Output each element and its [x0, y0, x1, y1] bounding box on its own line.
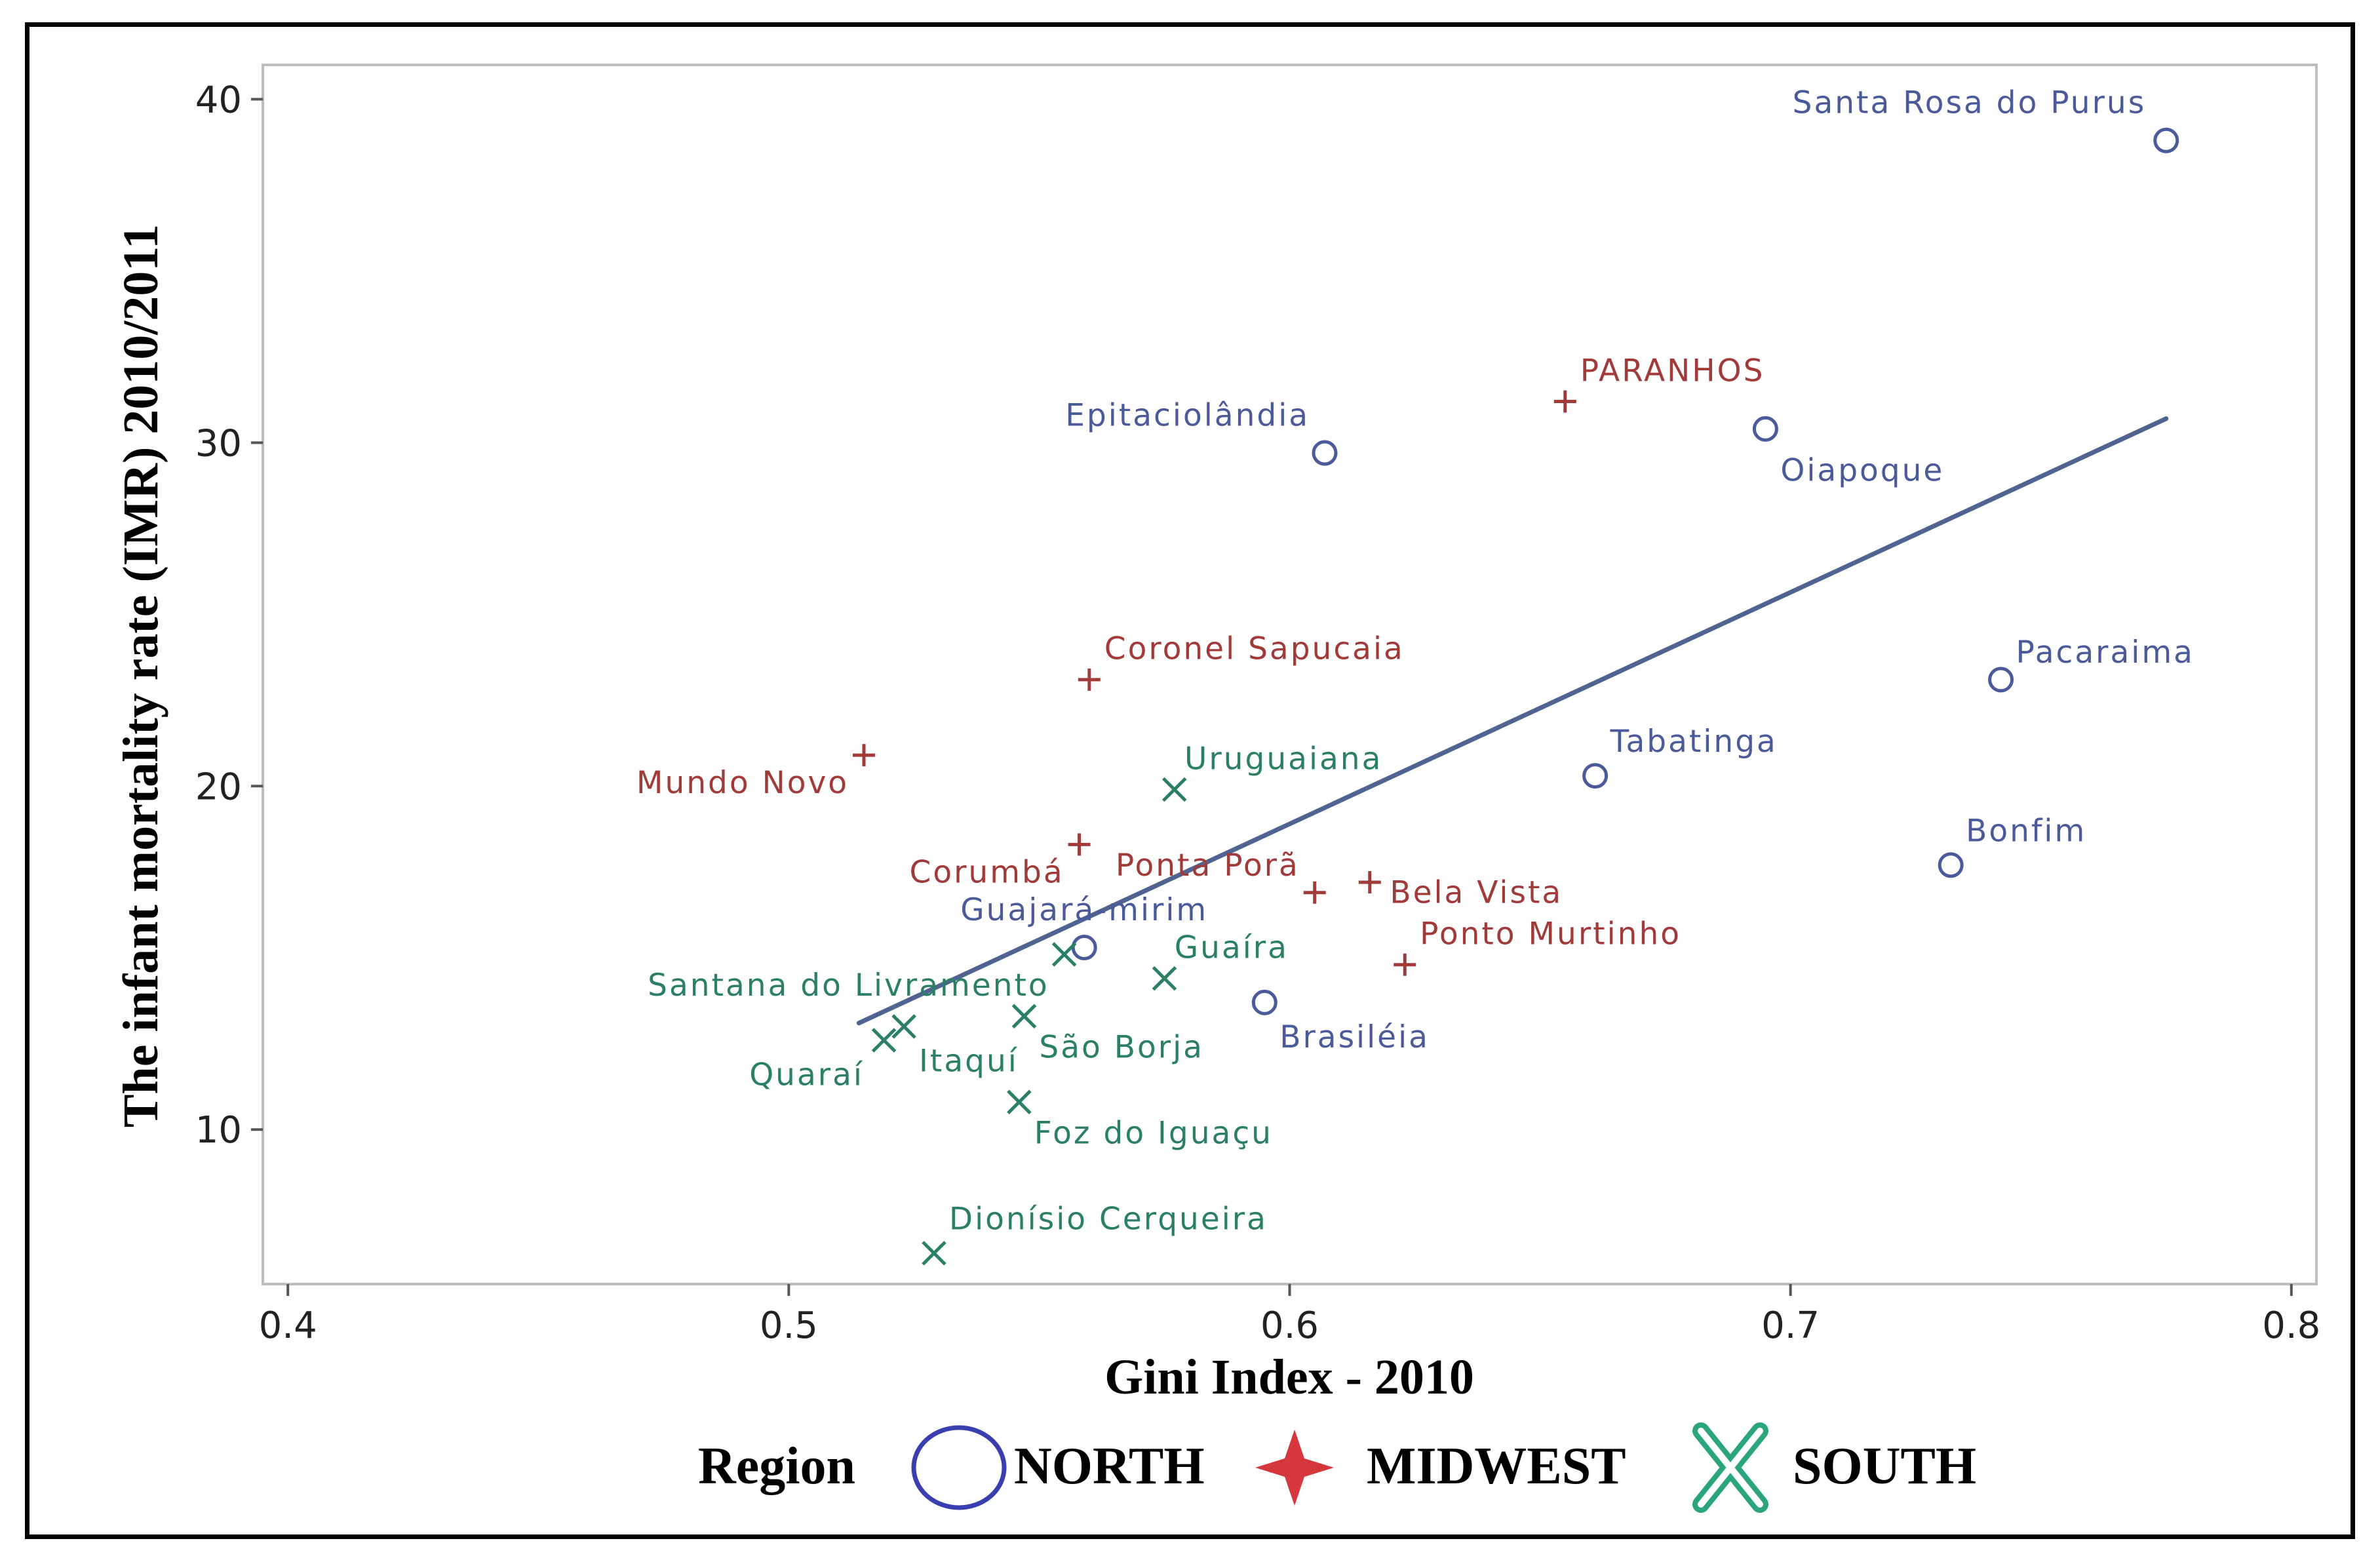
label-brasileia: Brasiléia	[1279, 1019, 1430, 1055]
point-tabatinga	[1582, 763, 1609, 789]
plot-area	[262, 64, 2318, 1285]
point-dionisio-cerqueira	[922, 1241, 946, 1266]
legend-title: Region	[698, 1437, 855, 1495]
point-guaira	[1152, 966, 1177, 991]
point-uruguaiana	[1161, 777, 1187, 802]
point-epitaciolandia	[1312, 440, 1338, 466]
label-santana-do-livramento: Santana do Livramento	[648, 967, 1049, 1004]
point-pacaraima	[1988, 667, 2014, 693]
x-axis-title: Gini Index - 2010	[1104, 1350, 1474, 1405]
x-tick-label: 0.5	[760, 1304, 818, 1347]
point-paranhos	[1553, 390, 1576, 413]
label-ponta-pora: Ponta Porã	[1116, 848, 1300, 884]
x-tick-label: 0.4	[259, 1304, 317, 1347]
y-axis-title: The infant mortality rate (IMR) 2010/201…	[113, 224, 168, 1127]
label-oiapoque: Oiapoque	[1780, 452, 1944, 488]
label-uruguaiana: Uruguaiana	[1184, 741, 1382, 777]
y-tick-label: 20	[195, 766, 242, 808]
x-tick-label: 0.6	[1260, 1304, 1319, 1347]
label-itaqui: Itaquí	[919, 1043, 1019, 1079]
label-pacaraima: Pacaraima	[2016, 635, 2195, 671]
label-corumba: Corumbá	[910, 854, 1064, 890]
legend-star-icon	[1255, 1430, 1334, 1506]
figure-frame: 0.4 0.5 0.6 0.7 0.8 10 20 30 40 Santa Rosa do Pu…	[25, 22, 2355, 1539]
label-mundo-novo: Mundo Novo	[636, 765, 849, 801]
label-santa-rosa-do-purus: Santa Rosa do Purus	[1793, 85, 2147, 121]
label-foz-do-iguacu: Foz do Iguaçu	[1034, 1115, 1273, 1151]
y-tick-label: 30	[195, 422, 242, 465]
x-tick-label: 0.7	[1761, 1304, 1820, 1347]
point-santa-rosa-do-purus	[2153, 127, 2179, 153]
y-tick-label: 40	[195, 79, 242, 121]
point-corumba	[1068, 833, 1091, 856]
scatter-chart: 0.4 0.5 0.6 0.7 0.8 10 20 30 40 Santa Rosa do Pu…	[113, 64, 2320, 1513]
label-ponto-murtinho: Ponto Murtinho	[1420, 916, 1681, 952]
point-bela-vista	[1358, 870, 1381, 893]
point-ponta-pora	[1303, 881, 1326, 904]
label-dionisio-cerqueira: Dionísio Cerqueira	[949, 1201, 1268, 1237]
legend-label-north: NORTH	[1014, 1437, 1205, 1495]
label-coronel-sapucaia: Coronel Sapucaia	[1104, 631, 1405, 667]
x-tick-label: 0.8	[2262, 1304, 2320, 1347]
label-bonfim: Bonfim	[1966, 813, 2086, 849]
label-guaira: Guaíra	[1175, 930, 1289, 966]
point-foz-do-iguacu	[1007, 1089, 1032, 1115]
point-oiapoque	[1752, 416, 1778, 442]
label-paranhos: PARANHOS	[1580, 353, 1765, 389]
point-sao-borja	[1011, 1004, 1037, 1029]
legend-label-midwest: MIDWEST	[1367, 1437, 1626, 1495]
regression-line	[856, 416, 2169, 1026]
label-tabatinga: Tabatinga	[1610, 724, 1778, 760]
point-coronel-sapucaia	[1078, 668, 1101, 691]
point-itaqui	[891, 1014, 916, 1039]
legend-label-south: SOUTH	[1793, 1437, 1976, 1495]
point-mundo-novo	[852, 744, 875, 767]
y-tick-label: 10	[195, 1109, 242, 1152]
label-bela-vista: Bela Vista	[1390, 875, 1563, 911]
legend: Region NORTH MIDWEST SOUTH	[698, 1422, 1976, 1513]
point-santana-do-livramento	[1051, 942, 1077, 967]
label-quarai: Quaraí	[749, 1057, 864, 1093]
label-sao-borja: São Borja	[1039, 1029, 1204, 1065]
label-epitaciolandia: Epitaciolândia	[1065, 397, 1310, 433]
label-guajara-mirim: Guajará-mirim	[960, 892, 1208, 928]
point-bonfim	[1938, 852, 1964, 878]
point-ponto-murtinho	[1394, 953, 1416, 976]
point-brasileia	[1251, 989, 1278, 1015]
legend-x-icon	[1692, 1422, 1768, 1513]
legend-circle-icon	[911, 1425, 1007, 1510]
point-quarai	[871, 1028, 897, 1053]
